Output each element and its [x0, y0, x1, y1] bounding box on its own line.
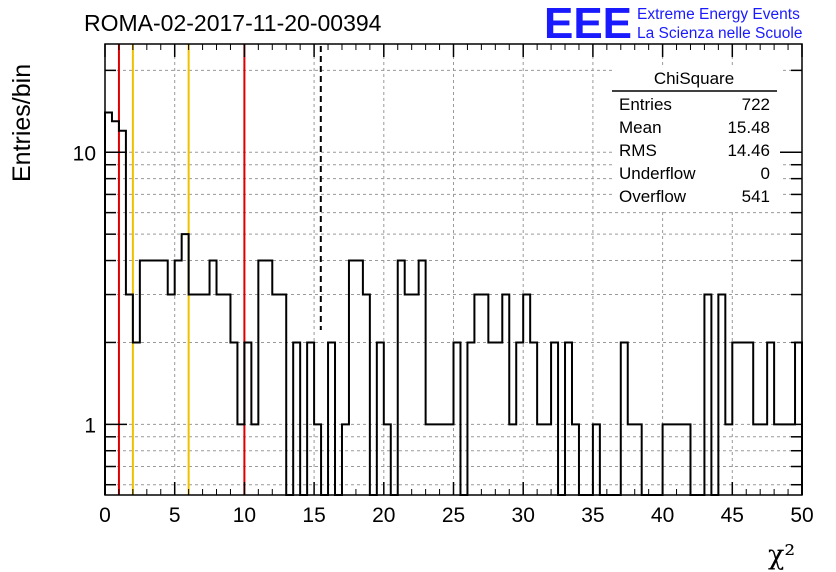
y-tick-label: 10 — [73, 142, 96, 165]
axis-ticks: 0 5 10 15 20 25 30 35 40 45 50 1 10 — [73, 44, 814, 527]
logo-line-1: Extreme Energy Events — [637, 6, 800, 23]
x-tick-label: 30 — [512, 504, 535, 527]
run-title: ROMA-02-2017-11-20-00394 — [84, 10, 382, 36]
x-tick-label: 25 — [442, 504, 465, 527]
logo-mark: EEE — [544, 0, 632, 48]
stats-row-value: 15.48 — [727, 118, 770, 137]
stats-row-label: Underflow — [619, 164, 696, 183]
x-tick-label: 15 — [302, 504, 325, 527]
x-axis-label: χ² — [768, 540, 795, 571]
stats-row-label: Mean — [619, 118, 662, 137]
stats-row-label: RMS — [619, 141, 657, 160]
y-axis-label: Entries/bin — [8, 64, 36, 182]
stats-row-value: 14.46 — [727, 141, 770, 160]
x-tick-label: 20 — [372, 504, 395, 527]
stats-box: ChiSquare Entries 722 Mean 15.48 RMS 14.46 Und… — [612, 67, 780, 209]
grid — [105, 44, 802, 495]
x-tick-label: 35 — [581, 504, 604, 527]
y-tick-label: 1 — [84, 414, 96, 437]
x-tick-label: 50 — [790, 504, 813, 527]
stats-row-label: Entries — [619, 95, 672, 114]
stats-row-value: 541 — [742, 187, 770, 206]
x-tick-label: 10 — [233, 504, 256, 527]
stats-title: ChiSquare — [654, 69, 734, 88]
eee-logo: EEE Extreme Energy Events La Scienza nel… — [544, 0, 802, 48]
stats-row-value: 0 — [761, 164, 770, 183]
x-tick-label: 40 — [651, 504, 674, 527]
x-tick-label: 45 — [721, 504, 744, 527]
stats-row-label: Overflow — [619, 187, 687, 206]
stats-row-value: 722 — [742, 95, 770, 114]
stats-rows: Entries 722 Mean 15.48 RMS 14.46 Underflow 0 Ove… — [619, 95, 770, 206]
histogram-series — [104, 111, 803, 496]
x-tick-label: 5 — [169, 504, 181, 527]
x-tick-label: 0 — [99, 504, 111, 527]
logo-line-2: La Scienza nelle Scuole — [637, 25, 802, 42]
